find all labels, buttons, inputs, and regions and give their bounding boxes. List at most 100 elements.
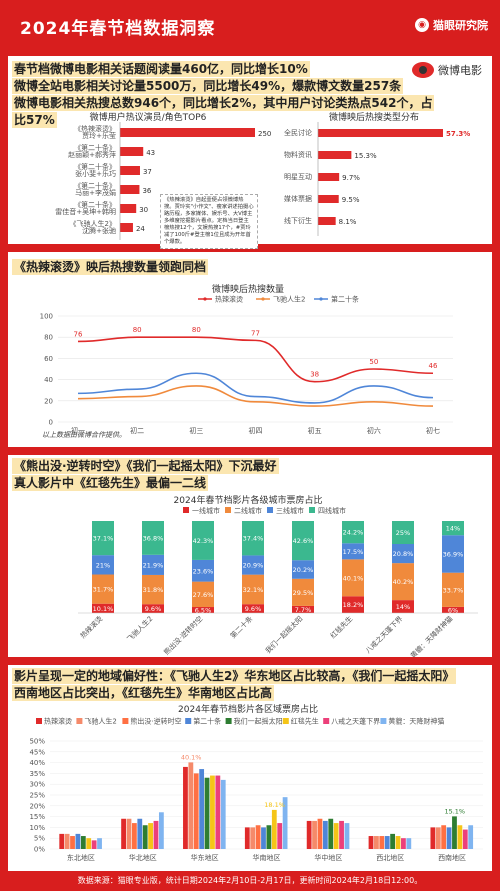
y-tick-label: 20 [44,397,53,405]
region-bar [153,820,159,849]
region-bar [266,825,272,849]
region-bar [255,825,261,849]
stack-segment [92,574,114,604]
stack-segment [342,559,364,597]
stack-segment [342,596,364,613]
data-label: 80 [192,326,201,334]
region-bar [435,827,441,849]
segment-label: 18.2% [343,601,364,609]
type-bar [318,151,352,159]
region-bar [322,820,328,849]
highlight-label: 40.1% [181,753,202,761]
actor-label-film: 《第二十条》 [74,143,116,152]
segment-label: 20.9% [243,562,264,570]
region-bar [328,818,334,849]
region-bar [312,820,317,849]
region-bar [395,836,401,849]
type-label: 媒体票据 [284,194,312,203]
series-line [77,385,434,407]
segment-label: 14% [446,525,460,533]
actor-label-names: 雷佳音+吴坤+韩明 [55,207,116,216]
x-tick-label: 初二 [130,426,144,435]
type-label: 物料资讯 [284,150,312,159]
legend-label: 飞驰人生2 [273,295,305,304]
category-label: 黄貔：天降财神猫 [408,614,454,657]
actor-bar [120,128,255,137]
region-bar [210,775,215,849]
x-tick-label: 初三 [189,426,203,435]
type-bar [318,129,443,137]
region-bar [215,775,221,849]
type-bar [318,173,340,181]
series-line [77,336,434,383]
segment-label: 23.6% [193,567,214,575]
actor-bar [120,223,133,232]
actor-label-film: 《飞驰人生2》 [70,219,116,228]
legend-swatch [267,507,273,513]
segment-label: 21.9% [143,561,164,569]
region-bar [457,825,463,849]
legend-marker [319,297,323,301]
region-bar [406,838,412,849]
stack-segment [242,604,264,613]
region-bar [374,836,379,849]
region-bar [142,825,148,849]
segment-label: 40.1% [343,574,364,582]
section2-title: 《热辣滚烫》映后热搜数量领跑同档 [12,259,209,275]
actor-label-film: 《第二十条》 [74,200,116,209]
category-label: 飞驰人生2 [125,614,154,643]
region-bar [344,823,350,849]
stack-segment [342,521,364,544]
region-bar [452,816,457,849]
legend-swatch [76,718,83,724]
stack-segment [92,521,114,556]
actor-label-names: 张小斐+乐巧 [75,169,116,178]
actors-bar-chart: 《热辣滚烫》贾玲+乐莹 250 《第二十条》赵丽颖+郝秀萍 43 《第二十条》张小斐+乐… [55,122,271,240]
legend-swatch [380,718,387,724]
region-bar [86,838,92,849]
region-bar [158,812,164,849]
segment-label: 27.6% [193,591,214,599]
legend-label: 第二十条 [331,295,359,304]
stack-segment [442,572,464,607]
y-tick-label: 40% [29,759,45,767]
region-bar [75,833,81,849]
actor-bar [120,147,144,156]
stack-segment [142,604,164,613]
legend-label: 八戒之天蓬下界 [331,717,380,726]
region-bar [430,827,436,849]
y-tick-label: 25% [29,792,45,800]
summary-text: 春节档微博电影相关话题阅读量460亿，同比增长10% 微博全站电影相关讨论量55… [12,60,442,128]
region-bar [97,838,102,849]
region-bar [188,762,194,849]
section3-title-1: 《熊出没·逆转时空》《我们一起摇太阳》下沉最好 [12,458,279,474]
annotation-box: 《热辣滚烫》自起壹便占领微博热搜。贾玲实"小作文"、瘦家讲述拍摄心路历程，多家媒… [160,194,258,249]
stack-segment [392,544,414,564]
region-chart-title: 2024年春节档影片各区域票房占比 [178,705,318,715]
legend-label: 一线城市 [192,506,220,515]
summary-line-2: 微博全站电影相关讨论量5500万，同比增长49%，爆款博文数量257条 [12,78,404,94]
region-bar [137,818,143,849]
region-bar [468,825,474,849]
region-bar [379,836,385,849]
y-tick-label: 0% [34,846,45,854]
legend-swatch [225,507,231,513]
y-tick-label: 60 [44,355,53,363]
hotsearch-type-bar-chart: 全民讨论 57.3% 物料资讯 15.3% 明星互动 9.7% 媒体票据 9.5% 线下衍生 8.… [284,122,470,236]
segment-label: 24.2% [343,529,364,537]
category-label: 热辣滚烫 [78,614,104,640]
region-bar [401,838,406,849]
category-label: 华中地区 [314,853,342,862]
segment-label: 20.2% [293,566,314,574]
stack-segment [92,603,114,613]
segment-label: 14% [396,603,410,611]
category-label: 华北地区 [129,853,157,862]
actor-label-names: 赵丽颖+郝秀萍 [68,150,116,159]
weibo-eye-icon [412,62,434,78]
category-label: 我们一起摇太阳 [263,614,304,655]
brand-name: 猫眼研究院 [433,19,488,32]
type-label: 线下衍生 [284,216,312,225]
segment-label: 36.8% [143,534,164,542]
stack-segment [92,555,114,575]
actor-label-names: 马丽+李茂娟 [75,188,116,197]
